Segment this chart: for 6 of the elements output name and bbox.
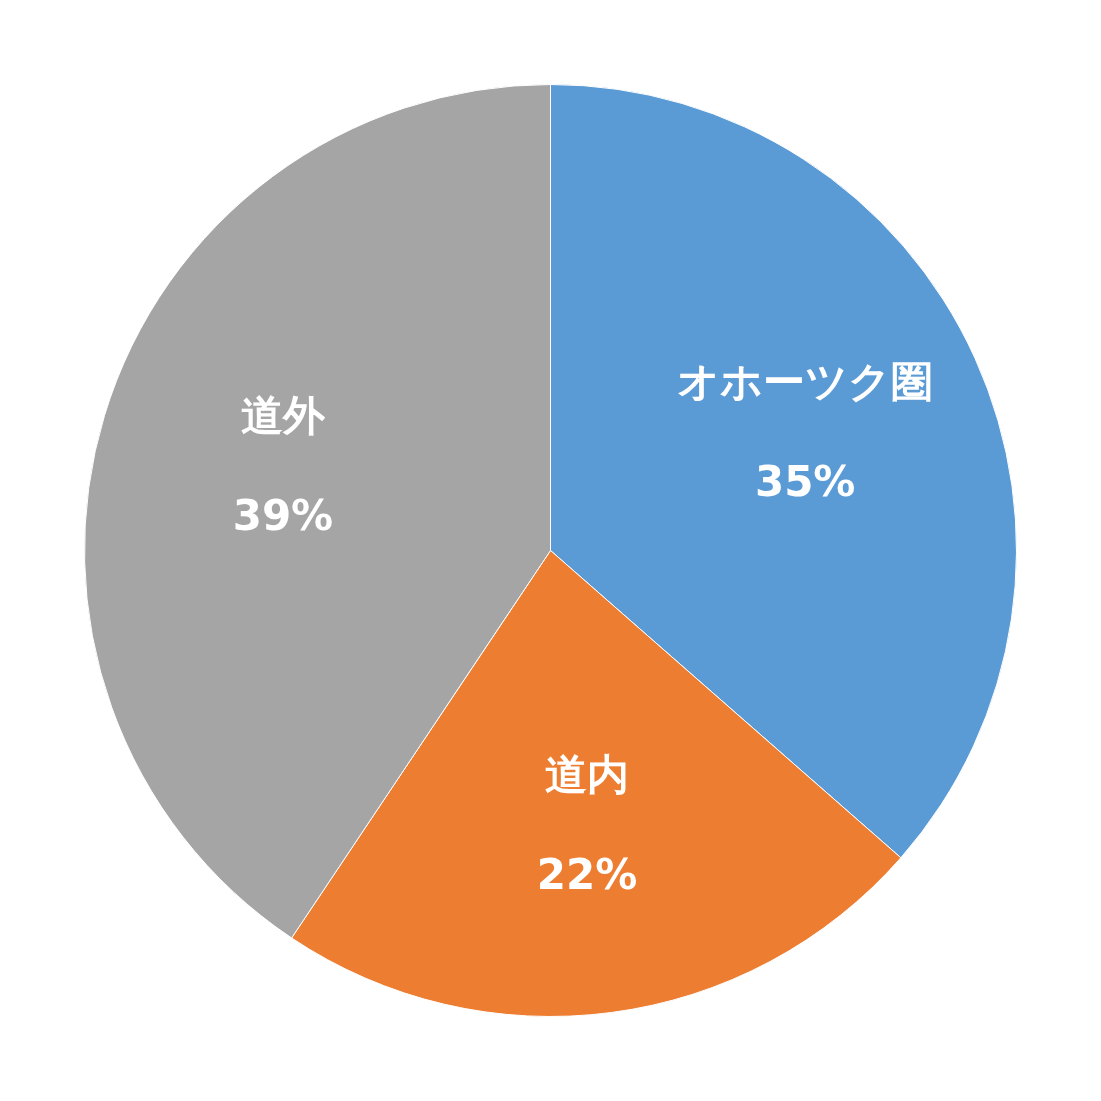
slice-label: 道外	[240, 391, 326, 441]
slice-label: 道内	[545, 749, 629, 799]
data-label: 35%	[754, 457, 856, 507]
data-label: 22%	[536, 849, 638, 899]
data-label: 39%	[232, 491, 334, 541]
slice-label: オホーツク圏	[677, 357, 934, 407]
